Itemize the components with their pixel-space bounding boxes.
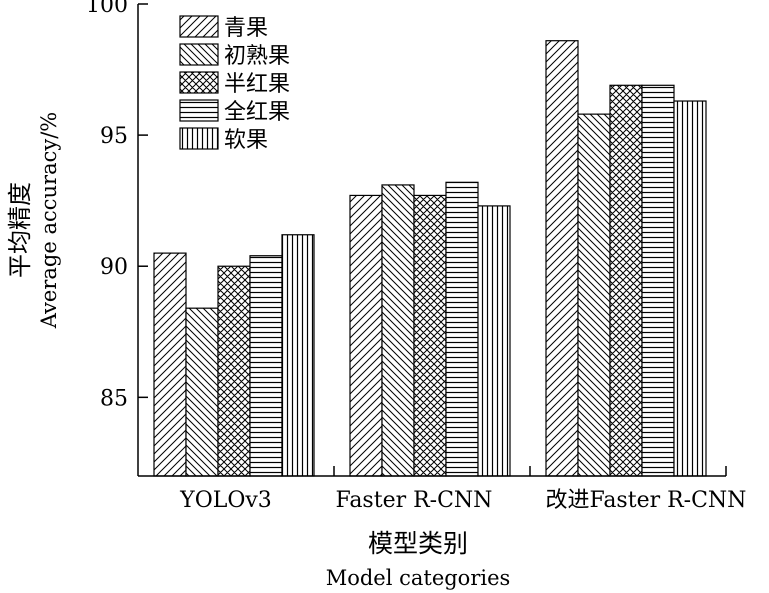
bar-2-3	[413, 194, 447, 477]
legend-swatch-4	[179, 99, 219, 122]
y-tick-label-3: 95	[100, 124, 128, 149]
bar-3-4	[641, 84, 675, 477]
bar-2-4	[445, 181, 479, 477]
legend-swatch-1	[179, 15, 219, 38]
legend-label-2: 初熟果	[224, 44, 290, 69]
y-tick-label-4: 100	[86, 0, 128, 18]
bar-2-2	[381, 184, 415, 477]
legend-label-4: 全红果	[224, 100, 290, 125]
x-ticks-group: YOLOv3 Faster R-CNN 改进Faster R-CNN	[179, 466, 746, 513]
y-axis-label-en: Average accuracy/%	[37, 112, 61, 330]
bar-3-3	[609, 84, 643, 477]
x-category-label-3: 改进Faster R-CNN	[546, 488, 747, 513]
x-axis-label-cn: 模型类别	[368, 529, 468, 558]
bars-group	[153, 40, 707, 477]
bar-1-5	[281, 234, 315, 477]
legend-label-1: 青果	[224, 16, 268, 41]
legend-label-5: 软果	[224, 128, 268, 153]
bar-1-1	[153, 252, 187, 477]
x-axis-label-en: Model categories	[326, 566, 511, 590]
bar-2-1	[349, 194, 383, 477]
y-ticks-group: 85 90 95 100	[86, 0, 148, 411]
y-tick-label-2: 90	[100, 255, 128, 280]
legend-swatch-2	[179, 43, 219, 66]
legend-label-3: 半红果	[224, 72, 290, 97]
x-category-label-1: YOLOv3	[179, 488, 272, 513]
bar-3-1	[545, 40, 579, 477]
bar-2-5	[477, 205, 511, 477]
y-axis-label-cn: 平均精度	[6, 182, 34, 278]
legend-swatch-5	[179, 127, 219, 150]
y-tick-label-1: 85	[100, 386, 128, 411]
bar-3-5	[673, 100, 707, 477]
bar-1-4	[249, 255, 283, 477]
bar-3-2	[577, 113, 611, 477]
bar-1-2	[185, 307, 219, 477]
x-category-label-2: Faster R-CNN	[336, 488, 493, 513]
bar-1-3	[217, 265, 251, 477]
legend-swatch-3	[179, 71, 219, 94]
